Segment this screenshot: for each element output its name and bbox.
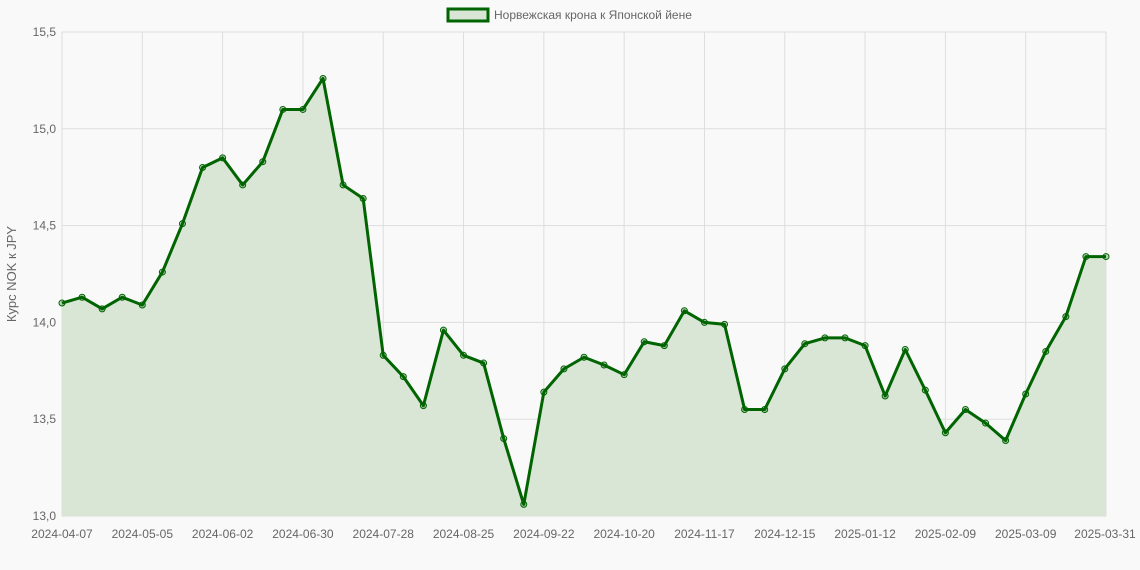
y-tick-label: 13,5	[33, 412, 57, 426]
data-point	[801, 340, 809, 348]
data-point	[419, 402, 427, 410]
data-point	[881, 392, 889, 400]
data-point	[219, 154, 227, 162]
data-point	[941, 429, 949, 437]
y-axis: 13,0 13,5 14,0 14,5 15,0 15,5	[33, 25, 57, 523]
x-tick-label: 2025-02-09	[915, 527, 977, 541]
x-tick-label: 2024-06-30	[272, 527, 334, 541]
x-tick-label: 2024-09-22	[513, 527, 575, 541]
series-line	[61, 76, 1106, 506]
data-point	[821, 334, 829, 342]
data-point	[58, 299, 66, 307]
y-tick-label: 14,5	[33, 219, 57, 233]
data-point	[339, 181, 347, 189]
data-point	[640, 338, 648, 346]
data-point	[721, 320, 729, 328]
data-point	[741, 406, 749, 414]
data-point	[379, 351, 387, 359]
data-point	[138, 301, 146, 309]
data-point	[700, 318, 708, 326]
data-point	[299, 105, 307, 113]
legend[interactable]: Норвежская крона к Японской йене	[446, 7, 692, 23]
y-tick-label: 13,0	[33, 509, 57, 523]
data-point	[961, 406, 969, 414]
x-axis: 2024-04-07 2024-05-05 2024-06-02 2024-06-30…	[31, 527, 1136, 541]
data-point	[560, 365, 568, 373]
y-tick-label: 14,0	[33, 315, 57, 329]
data-point	[600, 361, 608, 369]
data-point	[319, 74, 327, 82]
data-point	[580, 353, 588, 361]
y-tick-label: 15,5	[33, 25, 57, 39]
x-tick-label: 2025-03-31	[1074, 527, 1136, 541]
data-point	[239, 181, 247, 189]
data-point	[480, 359, 488, 367]
data-point	[279, 105, 287, 113]
data-point	[520, 500, 528, 508]
data-point	[540, 388, 548, 396]
data-point	[761, 406, 769, 414]
series-area	[62, 78, 1106, 517]
data-point	[982, 419, 990, 427]
data-point	[1082, 253, 1090, 261]
data-point	[620, 371, 628, 379]
data-point	[781, 365, 789, 373]
x-tick-label: 2024-11-17	[674, 527, 735, 541]
data-point	[1062, 313, 1070, 321]
data-point	[78, 293, 86, 301]
data-point	[118, 293, 126, 301]
x-tick-label: 2024-06-02	[192, 527, 254, 541]
data-point	[680, 307, 688, 315]
data-point	[178, 220, 186, 228]
x-tick-label: 2025-03-09	[995, 527, 1057, 541]
data-point	[841, 334, 849, 342]
x-tick-label: 2024-05-05	[112, 527, 174, 541]
data-point	[199, 164, 207, 172]
data-point	[1022, 390, 1030, 398]
data-point	[861, 342, 869, 350]
data-point	[660, 342, 668, 350]
area-fill	[62, 78, 1106, 517]
data-point	[399, 373, 407, 381]
legend-label[interactable]: Норвежская крона к Японской йене	[494, 8, 692, 22]
data-point	[901, 346, 909, 354]
data-point	[921, 386, 929, 394]
data-point	[1002, 436, 1010, 444]
data-point	[359, 194, 367, 202]
data-point	[1042, 347, 1050, 355]
x-tick-label: 2024-07-28	[353, 527, 415, 541]
x-tick-label: 2024-10-20	[593, 527, 655, 541]
x-tick-label: 2024-08-25	[433, 527, 495, 541]
y-tick-label: 15,0	[33, 122, 57, 136]
x-tick-label: 2024-12-15	[754, 527, 816, 541]
x-tick-label: 2024-04-07	[31, 527, 93, 541]
series-marks	[58, 74, 1110, 508]
data-point	[259, 158, 267, 166]
data-point	[460, 351, 468, 359]
data-point	[98, 305, 106, 313]
data-point	[1102, 253, 1110, 261]
y-axis-title: Курс NOK к JPY	[4, 226, 19, 323]
legend-swatch[interactable]	[446, 7, 490, 23]
x-tick-label: 2025-01-12	[834, 527, 896, 541]
data-point	[439, 326, 447, 334]
data-point	[158, 268, 166, 276]
data-point	[500, 435, 508, 443]
